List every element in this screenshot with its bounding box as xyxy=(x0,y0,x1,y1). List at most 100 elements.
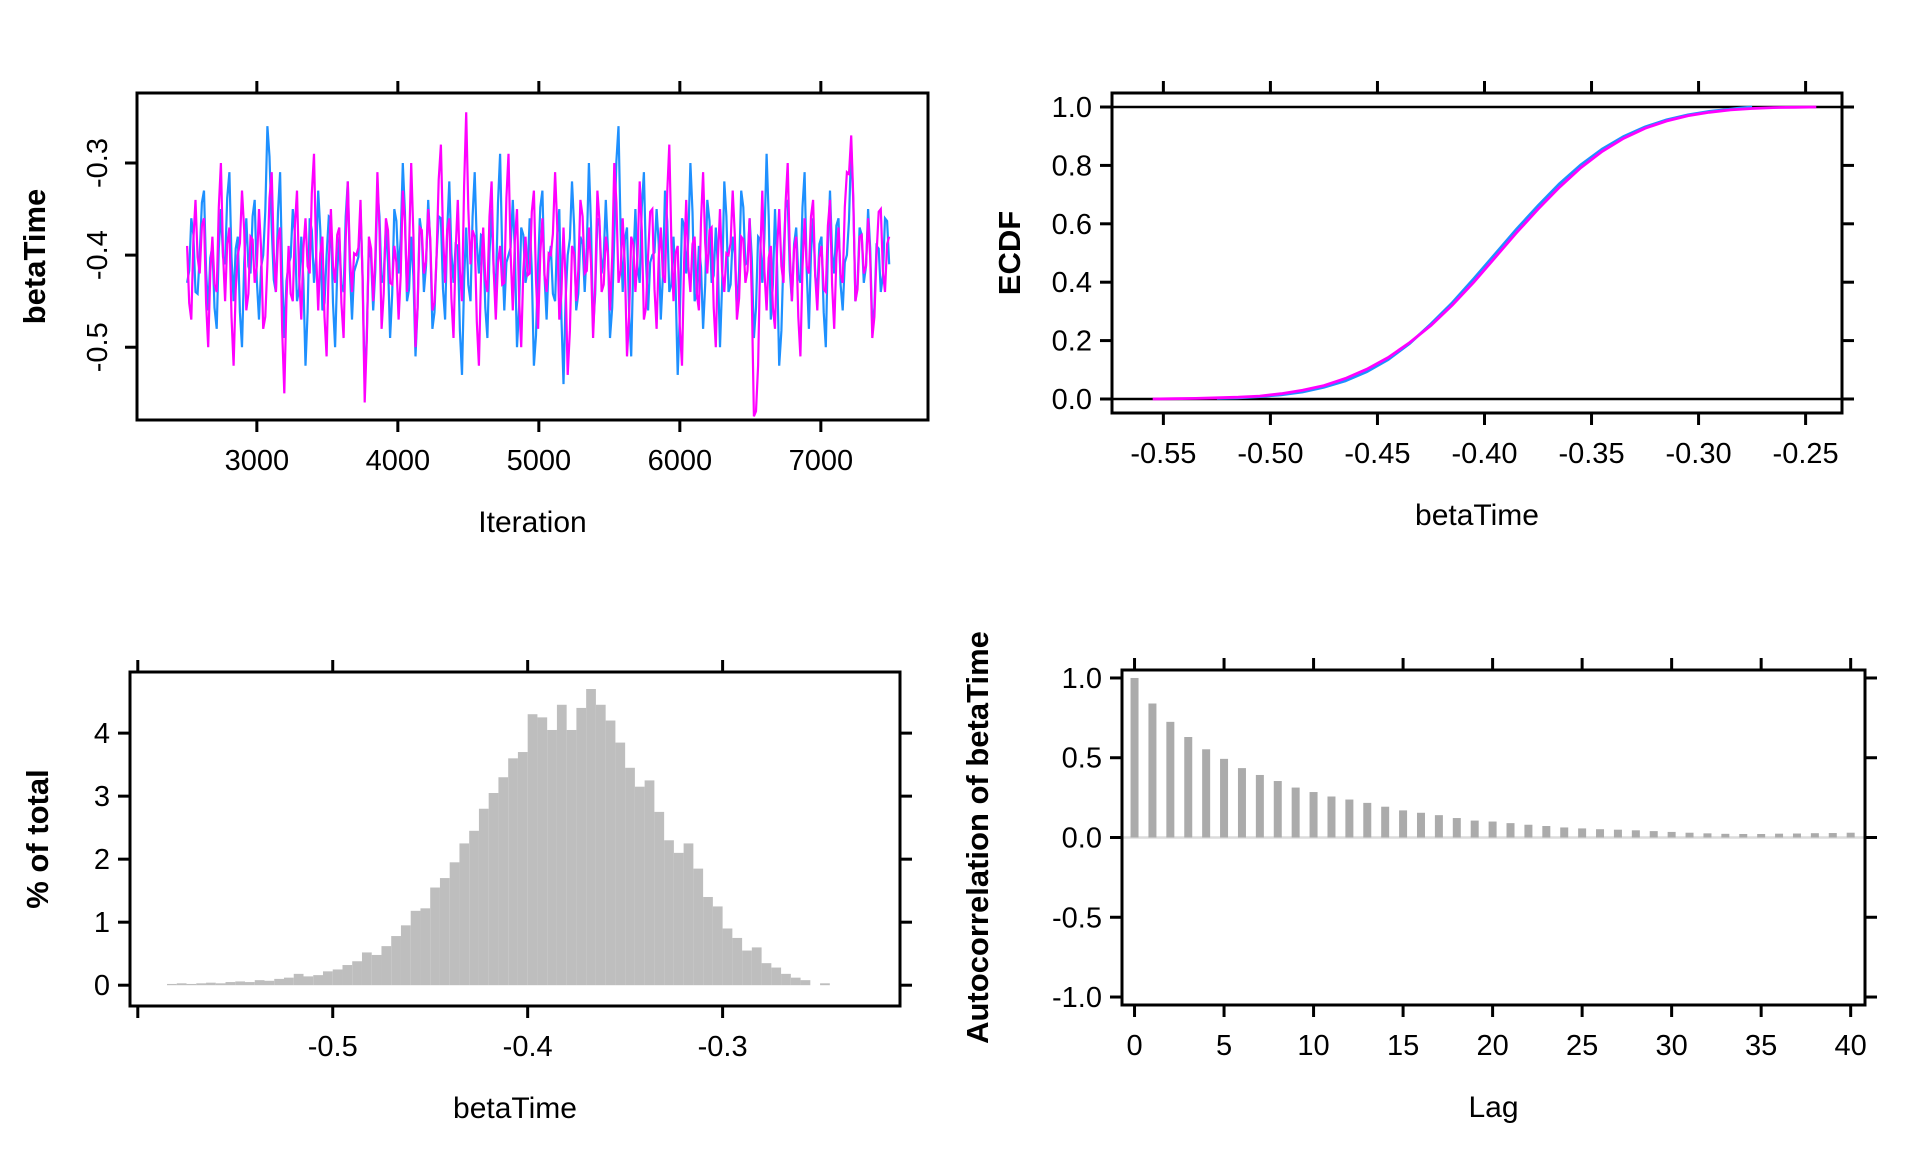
histogram-bar xyxy=(781,973,791,986)
acf-bar xyxy=(1560,827,1569,838)
acf-bar xyxy=(1220,758,1229,838)
y-tick-label: 1 xyxy=(94,907,110,939)
histogram-bar xyxy=(615,742,626,986)
histogram-bar xyxy=(537,717,548,986)
acf-bar xyxy=(1685,832,1694,838)
histogram-bar xyxy=(322,971,333,986)
histogram-bar xyxy=(751,947,762,986)
y-tick-label: 0.0 xyxy=(1062,823,1102,855)
histogram-bar xyxy=(683,843,694,986)
histogram-bar xyxy=(712,906,723,986)
acf-bar xyxy=(1327,796,1336,838)
histogram-bar xyxy=(186,983,197,986)
histogram-bar xyxy=(693,868,704,986)
y-tick-label: 2 xyxy=(94,844,110,876)
acf-bar xyxy=(1434,815,1443,838)
x-tick-label: 40 xyxy=(1835,1030,1867,1062)
histogram-bar xyxy=(722,928,733,986)
histogram-bar xyxy=(556,704,567,986)
acf-bar xyxy=(1649,831,1658,838)
histogram-bar xyxy=(215,983,226,986)
histogram-bar xyxy=(371,954,382,986)
histogram-bar xyxy=(459,843,470,986)
histogram-bar xyxy=(391,936,401,986)
histogram-bar xyxy=(654,811,665,986)
histogram-bar xyxy=(361,952,372,986)
histogram-bar xyxy=(547,729,557,986)
acf-bar xyxy=(1148,703,1157,838)
acf-bar xyxy=(1291,787,1300,838)
histogram-bar xyxy=(566,729,577,986)
x-tick-label: -0.50 xyxy=(1237,438,1303,470)
histogram-bar xyxy=(410,910,421,986)
x-tick-label: -0.3 xyxy=(698,1031,748,1063)
acf-bar xyxy=(1452,818,1461,838)
histogram-bar xyxy=(478,808,489,986)
acf-bar xyxy=(1130,677,1139,838)
x-tick-label: -0.4 xyxy=(503,1031,553,1063)
acf-bar xyxy=(1524,824,1533,838)
histogram-bar xyxy=(800,980,811,986)
histogram-bar xyxy=(527,714,538,986)
x-tick-label: 6000 xyxy=(648,445,713,477)
x-tick-label: 30 xyxy=(1656,1030,1688,1062)
acf-bar xyxy=(1792,833,1801,838)
x-tick-label: 0 xyxy=(1126,1030,1142,1062)
x-tick-label: 15 xyxy=(1387,1030,1419,1062)
acf-bar xyxy=(1399,810,1408,838)
acf-bar xyxy=(1667,831,1676,838)
histogram-bar xyxy=(264,980,275,986)
histogram-bar xyxy=(488,792,499,986)
histogram-bar xyxy=(420,908,431,986)
histogram-bar xyxy=(664,840,674,986)
y-tick-label: -0.5 xyxy=(1052,902,1102,934)
acf-bar xyxy=(1166,721,1175,838)
y-tick-label: 3 xyxy=(94,781,110,813)
acf-bar xyxy=(1757,833,1766,838)
histogram-bar xyxy=(274,978,284,986)
x-tick-label: 5000 xyxy=(507,445,572,477)
y-tick-label: 1.0 xyxy=(1062,663,1102,695)
histogram-bar xyxy=(498,777,509,986)
histogram-bar xyxy=(742,950,752,986)
hist-x-axis-title: betaTime xyxy=(453,1092,577,1125)
histogram-bar xyxy=(313,975,323,986)
acf-bar xyxy=(1363,802,1372,838)
plot-box xyxy=(1110,91,1844,415)
histogram-bar xyxy=(508,758,518,986)
histogram-bar xyxy=(595,704,606,986)
y-tick-label: 0.5 xyxy=(1062,743,1102,775)
acf-bar xyxy=(1273,781,1282,838)
x-tick-label: 4000 xyxy=(366,445,431,477)
histogram-bar xyxy=(293,973,304,986)
histogram-bar xyxy=(352,961,362,986)
x-tick-label: -0.35 xyxy=(1558,438,1624,470)
histogram-bar xyxy=(761,963,772,986)
y-tick-label: -1.0 xyxy=(1052,982,1102,1014)
histogram-bar xyxy=(342,965,353,986)
x-tick-label: 3000 xyxy=(225,445,290,477)
histogram-bar xyxy=(771,967,782,986)
histogram-bar xyxy=(176,983,187,986)
x-tick-label: 35 xyxy=(1745,1030,1777,1062)
y-tick-label: 4 xyxy=(94,718,110,750)
acf-bar xyxy=(1542,826,1551,838)
histogram-bar xyxy=(586,689,596,986)
acf-y-axis-title: Autocorrelation of betaTime xyxy=(960,631,995,1044)
acf-bar xyxy=(1255,774,1264,838)
x-tick-label: 20 xyxy=(1476,1030,1508,1062)
histogram-bar xyxy=(469,830,479,986)
acf-bar xyxy=(1488,821,1497,838)
ecdf-x-axis-title: betaTime xyxy=(1415,499,1539,532)
y-tick-label: 0.8 xyxy=(1052,150,1092,182)
ecdf-plot-panel: -0.55 -0.50 -0.45 -0.40 -0.35 -0.30 -0.25 0.0 0.… xyxy=(960,0,1920,576)
histogram-bar xyxy=(284,977,294,986)
acf-bar xyxy=(1416,812,1425,838)
y-tick-label: -0.3 xyxy=(82,138,114,188)
ecdf-y-axis-title: ECDF xyxy=(992,211,1027,295)
y-tick-label: 0.6 xyxy=(1052,209,1092,241)
acf-bar xyxy=(1309,792,1318,838)
acf-bar xyxy=(1721,833,1730,838)
trace-x-axis-title: Iteration xyxy=(478,506,586,539)
